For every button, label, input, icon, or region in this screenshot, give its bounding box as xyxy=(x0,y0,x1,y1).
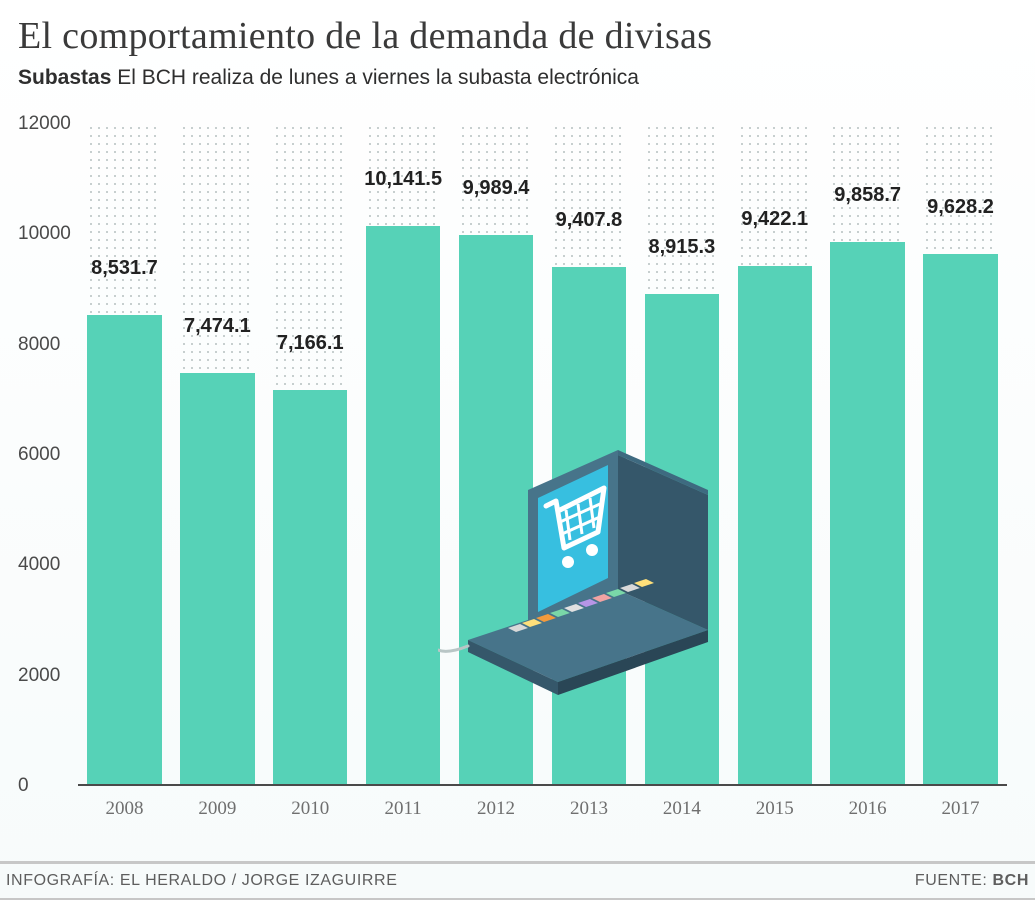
bar xyxy=(552,267,626,784)
x-tick: 2010 xyxy=(291,798,329,820)
infographic-root: El comportamiento de la demanda de divis… xyxy=(0,0,1035,900)
bar-column: 7,474.12009 xyxy=(180,124,254,784)
bar-value-label: 9,628.2 xyxy=(927,196,994,225)
x-tick: 2008 xyxy=(105,798,143,820)
y-tick: 6000 xyxy=(18,444,74,466)
x-tick: 2015 xyxy=(756,798,794,820)
subtitle-bold: Subastas xyxy=(18,66,111,89)
y-tick: 12000 xyxy=(18,113,74,135)
footer-left-value: EL HERALDO / JORGE IZAGUIRRE xyxy=(120,872,398,889)
footer-right-value: BCH xyxy=(993,872,1029,889)
y-tick: 4000 xyxy=(18,554,74,576)
bar-value-label: 7,474.1 xyxy=(184,315,251,344)
x-tick: 2009 xyxy=(198,798,236,820)
bar-value-label: 9,407.8 xyxy=(556,209,623,238)
bar-value-label: 7,166.1 xyxy=(277,332,344,361)
bar-chart: 020004000600080001000012000 8,531.720087… xyxy=(18,100,1017,830)
bar xyxy=(180,373,254,784)
bar-column: 9,858.72016 xyxy=(830,124,904,784)
bars-container: 8,531.72008 7,474.12009 7,166.12010 10,141.… xyxy=(78,124,1007,784)
bar-value-label: 9,422.1 xyxy=(741,208,808,237)
bar-column: 8,915.32014 xyxy=(645,124,719,784)
bar-value-label: 10,141.5 xyxy=(364,168,442,197)
bar-column: 7,166.12010 xyxy=(273,124,347,784)
footer-right-label: FUENTE: xyxy=(915,872,993,889)
bar-value-label: 9,989.4 xyxy=(463,177,530,206)
bar-value-label: 9,858.7 xyxy=(834,184,901,213)
bar-value-label: 8,531.7 xyxy=(91,257,158,286)
y-tick: 10000 xyxy=(18,223,74,245)
bar-column: 8,531.72008 xyxy=(87,124,161,784)
y-tick: 8000 xyxy=(18,334,74,356)
footer-left-label: INFOGRAFÍA: xyxy=(6,872,120,889)
bar xyxy=(366,226,440,784)
x-tick: 2014 xyxy=(663,798,701,820)
bar-value-label: 8,915.3 xyxy=(648,236,715,265)
bar xyxy=(923,254,997,784)
bar xyxy=(87,315,161,784)
page-title: El comportamiento de la demanda de divis… xyxy=(18,14,1017,58)
x-tick: 2012 xyxy=(477,798,515,820)
bar-column: 9,407.82013 xyxy=(552,124,626,784)
bar xyxy=(459,235,533,784)
y-tick: 0 xyxy=(18,775,74,797)
bar xyxy=(645,294,719,784)
bar-column: 9,628.22017 xyxy=(923,124,997,784)
y-axis-ticks: 020004000600080001000012000 xyxy=(18,124,78,786)
y-tick: 2000 xyxy=(18,665,74,687)
subtitle-rest: El BCH realiza de lunes a viernes la sub… xyxy=(111,66,639,89)
bar xyxy=(273,390,347,784)
x-tick: 2011 xyxy=(384,798,421,820)
bar xyxy=(738,266,812,784)
subtitle: Subastas El BCH realiza de lunes a viern… xyxy=(18,66,1017,90)
footer: INFOGRAFÍA: EL HERALDO / JORGE IZAGUIRRE… xyxy=(0,861,1035,896)
bar-column: 9,422.12015 xyxy=(738,124,812,784)
x-tick: 2013 xyxy=(570,798,608,820)
x-tick: 2016 xyxy=(849,798,887,820)
bar-column: 9,989.42012 xyxy=(459,124,533,784)
bar-column: 10,141.52011 xyxy=(366,124,440,784)
x-tick: 2017 xyxy=(942,798,980,820)
footer-right: FUENTE: BCH xyxy=(915,872,1029,890)
footer-left: INFOGRAFÍA: EL HERALDO / JORGE IZAGUIRRE xyxy=(6,872,397,890)
bar xyxy=(830,242,904,784)
plot-area: 8,531.72008 7,474.12009 7,166.12010 10,141.… xyxy=(78,124,1007,786)
